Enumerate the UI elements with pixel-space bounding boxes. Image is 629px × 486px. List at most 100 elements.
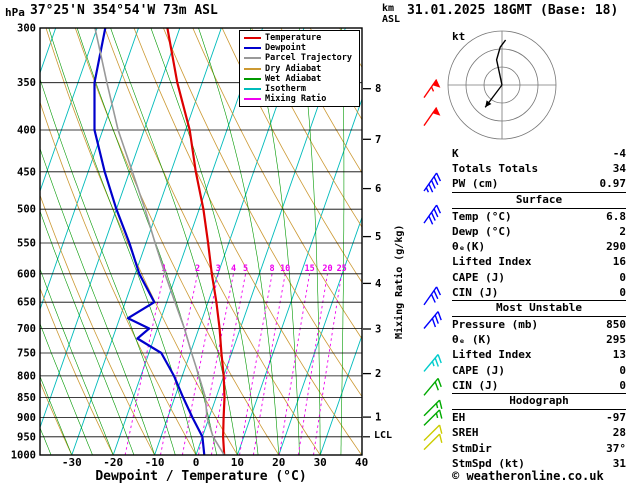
- pressure-tick-label: 650: [17, 297, 36, 309]
- wind-barb-column: [423, 79, 443, 451]
- table-row: CIN (J) 0: [452, 378, 626, 393]
- pressure-tick-label: 300: [17, 23, 36, 35]
- table-row-value: 850: [606, 318, 626, 332]
- pressure-tick-label: 450: [17, 166, 36, 178]
- pressure-tick-label: 900: [17, 412, 36, 424]
- table-row-label: Lifted Index: [452, 255, 532, 269]
- table-section-hodograph: Hodograph: [452, 393, 626, 411]
- table-row-value: 0: [619, 270, 626, 284]
- table-row: Lifted Index 13: [452, 347, 626, 362]
- km-tick-label: 7: [375, 134, 381, 146]
- temperature-tick-label: -30: [62, 456, 82, 469]
- table-row-value: 0.97: [599, 177, 627, 191]
- table-row-value: 0: [619, 363, 626, 377]
- legend-item-dry-adiabat: Dry Adiabat: [244, 64, 359, 74]
- table-row: θₑ (K) 295: [452, 332, 626, 347]
- mixing-ratio-tick-label: 2: [195, 264, 200, 274]
- legend-item-wet-adiabat: Wet Adiabat: [244, 74, 359, 84]
- table-row-label: CAPE (J): [452, 270, 505, 284]
- pressure-unit-label: hPa: [5, 6, 25, 19]
- pressure-tick-label: 600: [17, 268, 36, 280]
- table-row: K -4: [452, 146, 626, 161]
- table-row: Dewp (°C) 2: [452, 224, 626, 239]
- mixing-ratio-tick-label: 15: [304, 264, 314, 274]
- indices-table: K -4 Totals Totals 34 PW (cm) 0.97 Surface Temp…: [452, 146, 626, 471]
- table-row: StmSpd (kt) 31: [452, 456, 626, 471]
- table-row-value: 37°: [606, 441, 626, 455]
- table-row: CAPE (J) 0: [452, 270, 626, 285]
- pressure-tick-label: 750: [17, 348, 36, 360]
- legend-label: Dewpoint: [265, 43, 306, 54]
- table-row-label: θₑ (K): [452, 333, 492, 347]
- legend-swatch: [244, 98, 261, 101]
- station-title: 37°25'N 354°54'W 73m ASL: [30, 3, 218, 18]
- pressure-tick-label: 950: [17, 431, 36, 443]
- km-label: km: [382, 3, 395, 14]
- copyright-label: © weatheronline.co.uk: [452, 469, 604, 483]
- temperature-tick-label: 0: [193, 456, 200, 469]
- table-row-label: Totals Totals: [452, 162, 539, 176]
- table-row-value: 13: [612, 348, 626, 362]
- temperature-tick-label: 20: [272, 456, 285, 469]
- table-row-label: EH: [452, 411, 466, 425]
- table-row-value: 295: [606, 333, 626, 347]
- table-row-value: 16: [612, 255, 626, 269]
- table-row-value: 2: [619, 224, 626, 238]
- table-row-label: K: [452, 147, 459, 160]
- table-row-label: StmSpd (kt): [452, 456, 525, 470]
- table-row-label: Lifted Index: [452, 348, 532, 362]
- lcl-label: LCL: [374, 430, 393, 441]
- curve-dewpoint: [93, 28, 206, 455]
- table-row-value: 6.8: [606, 209, 626, 223]
- legend-label: Mixing Ratio: [265, 94, 327, 105]
- km-tick-label: 5: [375, 231, 381, 243]
- temperature-tick-label: 30: [314, 456, 327, 469]
- mixing-ratio-lines: 1 2 3 4 5 8 10 15 20 25: [124, 264, 347, 455]
- pressure-tick-labels: 300 350 400 450 500 550 600 650 700 750 800 850 900 9…: [11, 23, 36, 462]
- curve-parcel-trajectory: [94, 28, 225, 455]
- mixing-ratio-tick-label: 20: [322, 264, 332, 274]
- asl-label: ASL: [382, 14, 401, 25]
- km-tick-label: 8: [375, 83, 381, 95]
- legend-label: Wet Adiabat: [265, 73, 322, 84]
- legend-item-isotherm: Isotherm: [244, 84, 359, 94]
- pressure-tick-label: 1000: [11, 450, 36, 462]
- table-row-label: Dewp (°C): [452, 224, 512, 238]
- table-row-label: CAPE (J): [452, 363, 505, 377]
- mixing-ratio-axis-title: Mixing Ratio (g/kg): [394, 224, 405, 339]
- legend-label: Dry Adiabat: [265, 63, 322, 74]
- km-tick-label: 3: [375, 324, 381, 336]
- table-row-label: SREH: [452, 426, 479, 440]
- table-row: SREH 28: [452, 425, 626, 440]
- curve-temperature: [166, 28, 226, 455]
- pressure-tick-label: 350: [17, 77, 36, 89]
- table-row: EH -97: [452, 410, 626, 425]
- pressure-tick-label: 550: [17, 238, 36, 250]
- table-row-value: 28: [612, 426, 626, 440]
- mixing-ratio-tick-label: 5: [243, 264, 248, 274]
- legend-label: Parcel Trajectory: [265, 53, 352, 64]
- km-asl-ticks: 1 2 3 4 5 6 7 8: [363, 83, 381, 424]
- isotherm-lines: [40, 28, 362, 455]
- table-row: StmDir 37°: [452, 441, 626, 456]
- pressure-tick-label: 850: [17, 392, 36, 404]
- legend-item-parcel-trajectory: Parcel Trajectory: [244, 53, 359, 63]
- legend-item-dewpoint: Dewpoint: [244, 43, 359, 53]
- km-tick-label: 6: [375, 183, 381, 195]
- sounding-curves: [93, 28, 226, 455]
- table-row: PW (cm) 0.97: [452, 176, 626, 191]
- mixing-ratio-tick-label: 25: [337, 264, 347, 274]
- km-asl-axis-title: km ASL: [382, 3, 400, 25]
- table-section-most-unstable: Most Unstable: [452, 299, 626, 318]
- temperature-tick-labels: -30 -20 -10 0 10 20 30 40: [62, 456, 368, 469]
- legend: Temperature Dewpoint Parcel Trajectory Dry …: [239, 30, 360, 108]
- table-row-value: -4: [612, 147, 626, 160]
- table-row-value: 0: [619, 378, 626, 392]
- table-row-label: CIN (J): [452, 285, 499, 299]
- pressure-tick-label: 400: [17, 125, 36, 137]
- datetime-title: 31.01.2025 18GMT (Base: 18): [407, 3, 619, 18]
- table-row-value: 0: [619, 285, 626, 299]
- plot-border: [39, 27, 363, 456]
